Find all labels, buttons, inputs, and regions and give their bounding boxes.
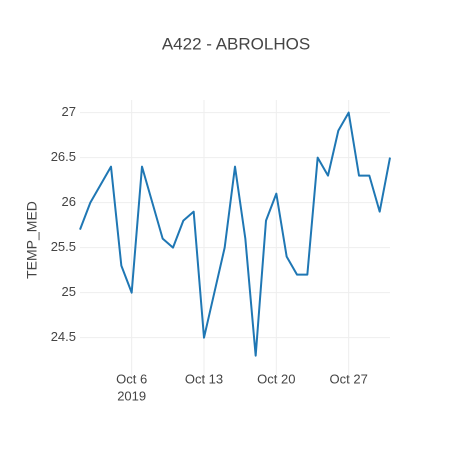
chart-title: A422 - ABROLHOS: [162, 34, 310, 53]
x-tick-sublabel: 2019: [117, 388, 146, 403]
y-tick-label: 26.5: [51, 149, 76, 164]
x-tick-label: Oct 13: [185, 371, 223, 386]
x-tick-label: Oct 27: [330, 371, 368, 386]
y-tick-label: 24.5: [51, 329, 76, 344]
y-axis-title: TEMP_MED: [24, 201, 40, 279]
x-tick-label: Oct 20: [257, 371, 295, 386]
y-tick-label: 25: [62, 284, 76, 299]
x-tick-label: Oct 6: [116, 371, 147, 386]
y-tick-label: 25.5: [51, 239, 76, 254]
y-tick-label: 27: [62, 104, 76, 119]
line-series: [79, 111, 391, 357]
y-tick-label: 26: [62, 194, 76, 209]
